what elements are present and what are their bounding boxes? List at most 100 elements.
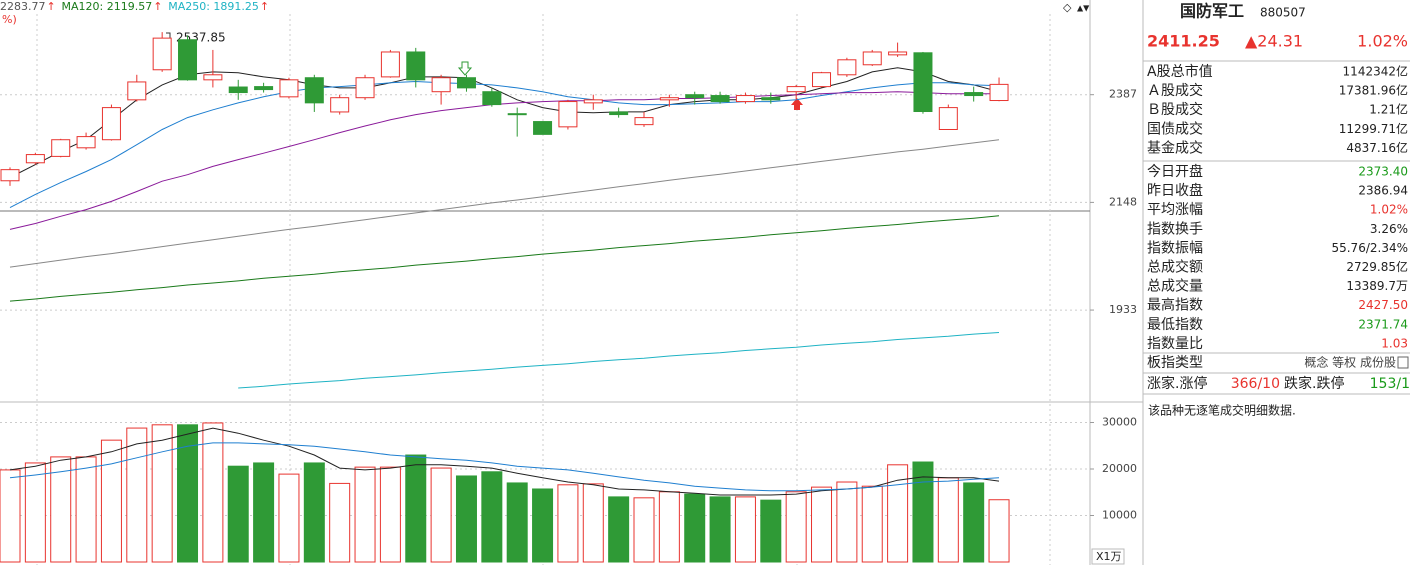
- row-label: 平均涨幅: [1147, 202, 1203, 218]
- panel-price: 2411.25: [1147, 32, 1220, 51]
- unit-label: X1万: [1096, 550, 1122, 563]
- type-label: 板指类型: [1147, 355, 1203, 371]
- ma-line: [9, 442, 1000, 492]
- icon-diamond[interactable]: ◇: [1063, 1, 1072, 14]
- row-value: 2386.94: [1358, 184, 1408, 198]
- volume-bar: [202, 422, 224, 563]
- down-label: 跌家.跌停: [1284, 375, 1344, 392]
- candle-body: [254, 86, 274, 91]
- candle-body: [456, 77, 476, 89]
- candle-body: [0, 169, 20, 182]
- type-tags[interactable]: 概念 等权 成份股: [1304, 355, 1396, 370]
- volume-bar: [506, 482, 528, 563]
- row-label: 指数振幅: [1147, 240, 1203, 256]
- candle-body: [938, 107, 958, 130]
- volume-bar: [405, 454, 427, 563]
- unit-box: [1091, 548, 1125, 565]
- ma-label: MA250: 1891.25: [168, 0, 259, 13]
- volume-bar: [861, 485, 883, 563]
- candle-body: [710, 95, 730, 103]
- volume-bar: [75, 456, 97, 563]
- candle-body: [152, 37, 172, 71]
- volume-bar: [963, 482, 985, 563]
- candle-body: [355, 77, 375, 99]
- ma-arrow: ↑: [47, 0, 56, 13]
- row-value: 2371.74: [1358, 317, 1408, 331]
- row-value: 4837.16亿: [1346, 140, 1408, 155]
- row-label: 最低指数: [1147, 317, 1203, 333]
- volume-bar: [151, 424, 173, 563]
- y-tick-label: 1933: [1109, 303, 1137, 316]
- row-label: 总成交量: [1147, 278, 1203, 295]
- candle-body: [330, 97, 350, 113]
- candle-body: [533, 121, 553, 135]
- row-label: A股总市值: [1147, 63, 1213, 80]
- volume-bar: [126, 427, 148, 563]
- volume-bar: [760, 499, 782, 563]
- candle-body: [228, 86, 248, 94]
- volume-bar: [836, 481, 858, 563]
- row-value: 2729.85亿: [1346, 259, 1408, 274]
- ma-line: [9, 67, 1000, 178]
- candle-body: [989, 83, 1009, 102]
- volume-bar: [912, 461, 934, 563]
- volume-bar: [50, 456, 72, 563]
- candle-body: [25, 154, 45, 164]
- candle-body: [761, 97, 781, 101]
- row-value: 1.02%: [1370, 203, 1408, 217]
- volume-bar: [811, 486, 833, 563]
- volume-bar: [887, 464, 909, 563]
- candle-body: [178, 39, 198, 81]
- row-label: Ａ股成交: [1147, 82, 1203, 99]
- candle-body: [380, 51, 400, 78]
- row-value: 11299.71亿: [1339, 121, 1408, 136]
- row-label: 昨日收盘: [1147, 182, 1203, 199]
- volume-bar: [455, 475, 477, 563]
- subtitle: %): [2, 13, 17, 26]
- volume-bar: [734, 496, 756, 563]
- y-tick-label: 10000: [1102, 508, 1137, 521]
- candle-body: [482, 91, 502, 106]
- y-tick-label: 2148: [1109, 195, 1137, 208]
- candle-body: [812, 72, 832, 88]
- volume-bar: [709, 496, 731, 563]
- volume-bar: [379, 466, 401, 563]
- volume-bar: [633, 497, 655, 563]
- row-value: 2427.50: [1358, 298, 1408, 312]
- candle-body: [964, 92, 984, 97]
- volume-bar: [278, 473, 300, 563]
- row-label: 指数换手: [1147, 220, 1203, 237]
- y-tick-label: 20000: [1102, 462, 1137, 475]
- candle-body: [304, 77, 324, 104]
- volume-bar: [988, 499, 1010, 563]
- candle-body: [406, 51, 426, 81]
- candle-body: [101, 107, 121, 141]
- row-value: 55.76/2.34%: [1331, 241, 1408, 255]
- type-icon[interactable]: [1397, 356, 1409, 369]
- volume-bar: [684, 493, 706, 563]
- candle-body: [659, 97, 679, 101]
- row-label: 国债成交: [1147, 120, 1203, 137]
- candle-body: [76, 136, 96, 149]
- volume-bar: [658, 491, 680, 563]
- ma-line: [9, 139, 1000, 268]
- volume-bar: [24, 462, 46, 563]
- ma-line: [9, 215, 1000, 302]
- candle-body: [786, 86, 806, 93]
- volume-bar: [582, 483, 604, 563]
- candle-body: [913, 52, 933, 113]
- candle-body: [507, 113, 527, 116]
- row-value: 1.03: [1381, 336, 1408, 350]
- volume-bar: [354, 466, 376, 563]
- panel-change: ▲24.31: [1245, 32, 1303, 51]
- row-label: 基金成交: [1147, 139, 1203, 156]
- candle-body: [558, 101, 578, 128]
- candle-body: [862, 51, 882, 66]
- ma-line: [9, 80, 1000, 209]
- signal-down: [457, 61, 473, 76]
- volume-bar: [227, 465, 249, 563]
- panel-change-pct: 1.02%: [1357, 32, 1408, 51]
- panel-note: 该品种无逐笔成交明细数据.: [1148, 403, 1296, 418]
- candle-body: [127, 81, 147, 101]
- icon-scroll[interactable]: ▲▼: [1077, 4, 1090, 13]
